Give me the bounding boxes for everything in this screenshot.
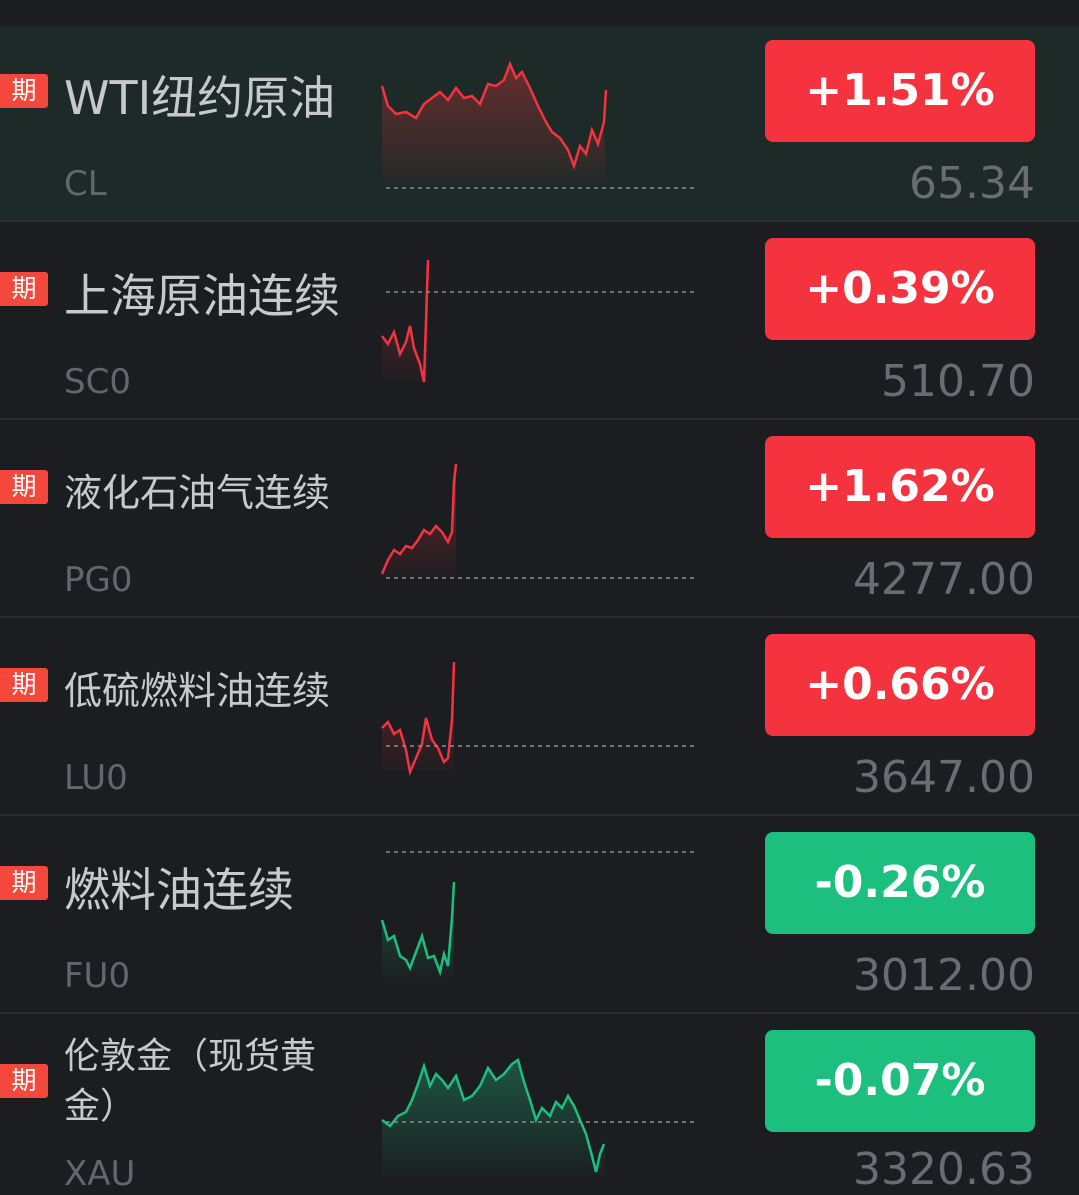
sparkline-line bbox=[380, 881, 456, 977]
sparkline-line bbox=[380, 60, 608, 170]
instrument-code: LU0 bbox=[64, 758, 128, 798]
instrument-code: SC0 bbox=[64, 362, 131, 402]
quote-row-pg0[interactable]: 期 液化石油气连续 PG0 +1.62% 4277.00 bbox=[0, 422, 1079, 618]
sparkline-fill bbox=[382, 260, 428, 382]
last-price: 3012.00 bbox=[853, 950, 1035, 1001]
change-badge[interactable]: +0.66% bbox=[765, 634, 1035, 736]
instrument-name: 液化石油气连续 bbox=[64, 471, 331, 515]
sparkline-lu0 bbox=[381, 661, 696, 777]
quote-row-fu0[interactable]: 期 燃料油连续 FU0 -0.26% 3012.00 bbox=[0, 818, 1079, 1014]
instrument-code: XAU bbox=[64, 1154, 136, 1194]
instrument-name: 上海原油连续 bbox=[64, 269, 340, 323]
sparkline-line bbox=[381, 661, 456, 777]
instrument-code: PG0 bbox=[64, 560, 133, 600]
instrument-name: 低硫燃料油连续 bbox=[64, 669, 331, 713]
sparkline-pg0 bbox=[380, 463, 696, 579]
sparkline-fu0 bbox=[380, 851, 696, 978]
top-strip bbox=[0, 0, 1079, 26]
last-price: 65.34 bbox=[909, 158, 1035, 209]
futures-badge: 期 bbox=[0, 470, 48, 504]
last-price: 4277.00 bbox=[853, 554, 1035, 605]
quote-row-sc0[interactable]: 期 上海原油连续 SC0 +0.39% 510.70 bbox=[0, 224, 1079, 420]
futures-badge: 期 bbox=[0, 866, 48, 900]
sparkline-line bbox=[380, 463, 458, 575]
sparkline-fill bbox=[382, 882, 454, 978]
last-price: 510.70 bbox=[881, 356, 1035, 407]
sparkline-xau bbox=[381, 1057, 696, 1176]
quote-row-xau[interactable]: 期 伦敦金（现货黄金） XAU -0.07% 3320.63 bbox=[0, 1016, 1079, 1195]
sparkline-fill bbox=[382, 64, 606, 186]
change-badge[interactable]: +1.51% bbox=[765, 40, 1035, 142]
instrument-name: 伦敦金（现货黄金） bbox=[64, 1036, 317, 1127]
sparkline-cl bbox=[380, 60, 696, 189]
futures-badge: 期 bbox=[0, 74, 48, 108]
sparkline-fill bbox=[382, 662, 454, 772]
last-price: 3647.00 bbox=[853, 752, 1035, 803]
futures-badge: 期 bbox=[0, 1064, 48, 1098]
change-badge[interactable]: -0.07% bbox=[765, 1030, 1035, 1132]
change-badge[interactable]: -0.26% bbox=[765, 832, 1035, 934]
futures-badge: 期 bbox=[0, 272, 48, 306]
change-badge[interactable]: +1.62% bbox=[765, 436, 1035, 538]
instrument-code: CL bbox=[64, 164, 107, 204]
sparkline-fill bbox=[382, 464, 456, 578]
sparkline-line bbox=[381, 1057, 606, 1173]
quote-row-lu0[interactable]: 期 低硫燃料油连续 LU0 +0.66% 3647.00 bbox=[0, 620, 1079, 816]
quote-row-cl[interactable]: 期 WTI纽约原油 CL +1.51% 65.34 bbox=[0, 26, 1079, 222]
last-price: 3320.63 bbox=[853, 1144, 1035, 1195]
sparkline-sc0 bbox=[381, 259, 696, 383]
futures-badge: 期 bbox=[0, 668, 48, 702]
instrument-code: FU0 bbox=[64, 956, 131, 996]
instrument-name: 燃料油连续 bbox=[64, 863, 294, 917]
instrument-name: WTI纽约原油 bbox=[64, 71, 336, 125]
sparkline-line bbox=[381, 259, 430, 383]
sparkline-fill bbox=[382, 1060, 606, 1176]
change-badge[interactable]: +0.39% bbox=[765, 238, 1035, 340]
